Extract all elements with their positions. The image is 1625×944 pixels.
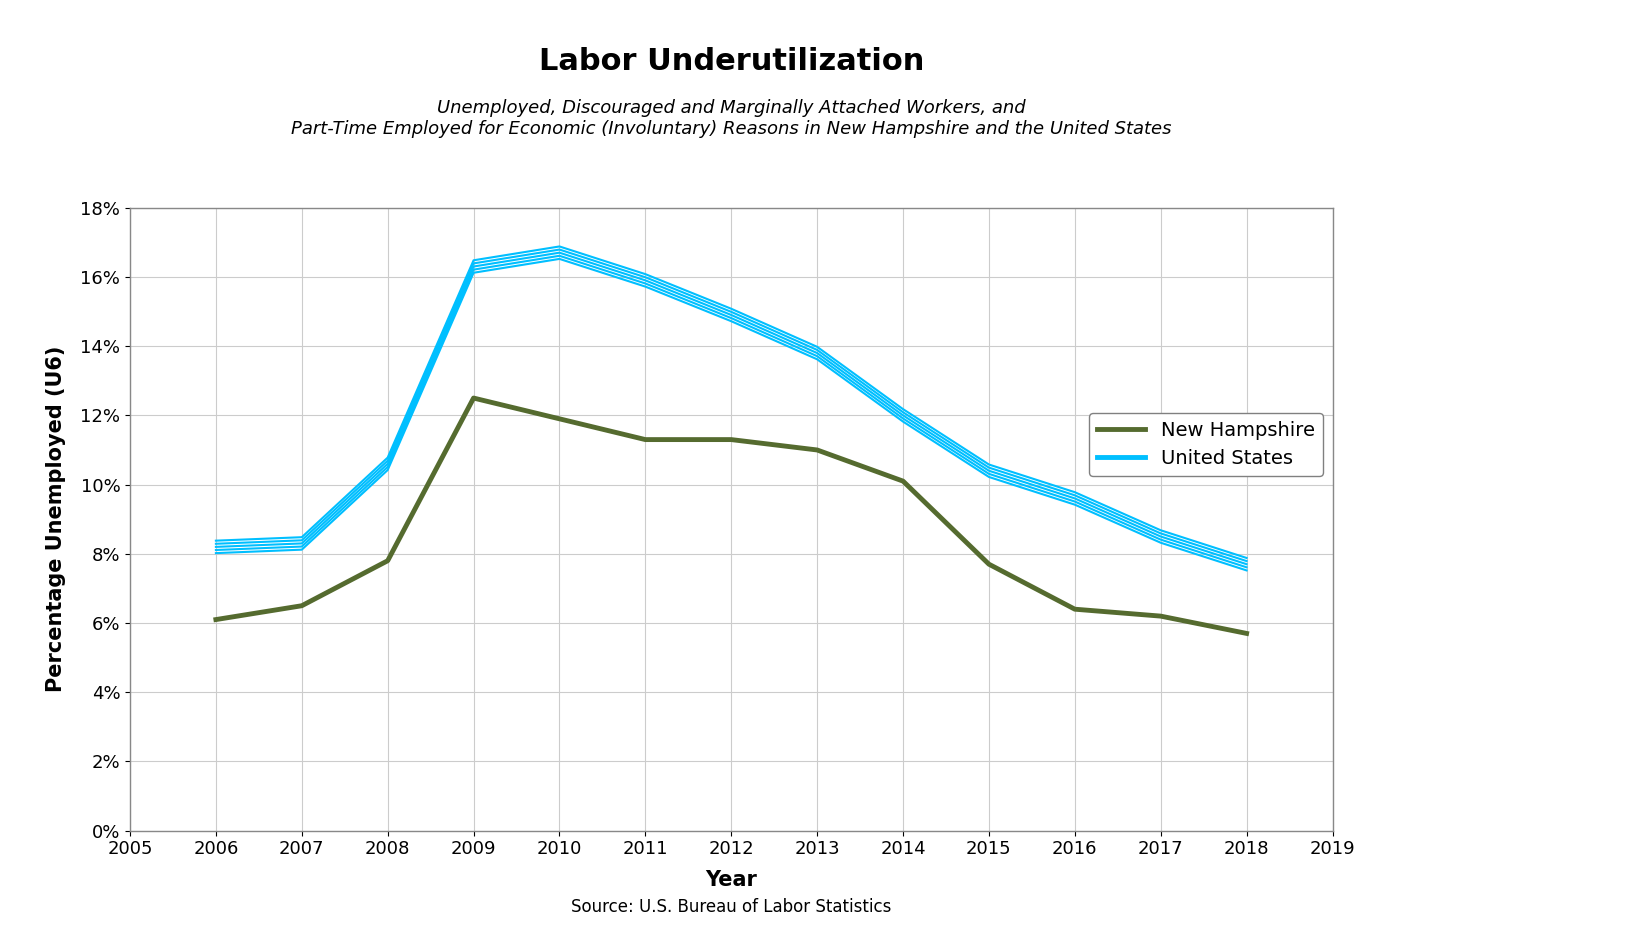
Y-axis label: Percentage Unemployed (U6): Percentage Unemployed (U6) <box>47 346 67 692</box>
Text: Unemployed, Discouraged and Marginally Attached Workers, and
Part-Time Employed : Unemployed, Discouraged and Marginally A… <box>291 99 1172 138</box>
X-axis label: Year: Year <box>705 869 757 889</box>
Legend: New Hampshire, United States: New Hampshire, United States <box>1089 413 1323 476</box>
Text: Labor Underutilization: Labor Underutilization <box>538 47 925 76</box>
Text: Source: U.S. Bureau of Labor Statistics: Source: U.S. Bureau of Labor Statistics <box>570 898 892 916</box>
